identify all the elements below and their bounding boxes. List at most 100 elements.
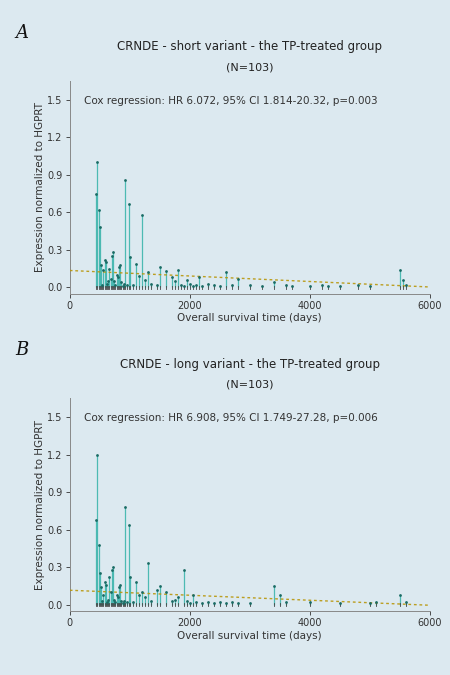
Point xyxy=(204,597,212,608)
Point xyxy=(168,272,176,283)
Point xyxy=(270,277,277,288)
Point xyxy=(324,281,331,292)
Point xyxy=(108,250,115,261)
Point xyxy=(210,598,217,609)
Point xyxy=(153,279,160,290)
Point xyxy=(96,568,104,578)
Point xyxy=(104,278,111,289)
Point xyxy=(318,279,325,290)
Point xyxy=(114,592,122,603)
Point xyxy=(109,562,117,572)
Point xyxy=(123,279,130,290)
Point xyxy=(396,589,403,600)
Point xyxy=(174,265,181,275)
Point xyxy=(228,279,235,290)
Point xyxy=(171,275,178,286)
Point xyxy=(122,502,129,512)
Point xyxy=(111,275,118,286)
Point xyxy=(99,279,106,290)
Point xyxy=(132,576,140,587)
Point xyxy=(95,539,102,550)
Point xyxy=(144,267,151,278)
Y-axis label: Expression normalized to HGPRT: Expression normalized to HGPRT xyxy=(35,103,45,272)
Point xyxy=(94,449,101,460)
Point xyxy=(135,589,142,600)
Point xyxy=(156,262,163,273)
Point xyxy=(180,564,187,575)
Point xyxy=(198,281,205,292)
Point xyxy=(132,259,140,269)
Point xyxy=(192,279,199,290)
Point xyxy=(120,595,127,606)
Point xyxy=(246,598,253,609)
Point xyxy=(336,281,343,292)
Point xyxy=(113,589,120,600)
Point xyxy=(113,269,120,280)
Point xyxy=(288,281,295,292)
Point xyxy=(125,198,132,209)
Point xyxy=(102,579,109,590)
Point xyxy=(282,597,289,608)
Point xyxy=(177,279,184,290)
Point xyxy=(183,275,190,286)
Point xyxy=(189,589,196,600)
Text: CRNDE - long variant - the TP-treated group: CRNDE - long variant - the TP-treated gr… xyxy=(120,358,380,371)
Point xyxy=(111,594,118,605)
X-axis label: Overall survival time (days): Overall survival time (days) xyxy=(177,630,322,641)
Point xyxy=(119,598,126,609)
Point xyxy=(92,514,99,525)
Point xyxy=(100,589,107,600)
Point xyxy=(147,595,154,606)
Point xyxy=(141,592,149,603)
Point xyxy=(186,278,194,289)
Point xyxy=(198,598,205,609)
Point xyxy=(399,275,406,286)
Point xyxy=(234,273,241,284)
Point xyxy=(222,598,230,609)
Point xyxy=(94,157,101,167)
Point xyxy=(107,587,114,597)
Point xyxy=(396,265,403,275)
Point xyxy=(210,279,217,290)
Point xyxy=(135,271,142,281)
Text: (N=103): (N=103) xyxy=(226,63,274,72)
Point xyxy=(100,265,107,275)
Point xyxy=(123,597,130,608)
Point xyxy=(168,595,176,606)
Text: (N=103): (N=103) xyxy=(226,380,274,389)
Point xyxy=(144,558,151,569)
Point xyxy=(95,205,102,215)
Point xyxy=(120,278,127,289)
Point xyxy=(195,272,203,283)
Y-axis label: Expression normalized to HGPRT: Expression normalized to HGPRT xyxy=(35,420,45,589)
Point xyxy=(118,595,125,606)
Point xyxy=(108,564,115,575)
Point xyxy=(366,281,373,292)
Point xyxy=(222,267,230,278)
Point xyxy=(270,580,277,591)
Point xyxy=(141,275,149,286)
Point xyxy=(216,281,223,292)
Point xyxy=(228,597,235,608)
Point xyxy=(180,281,187,292)
Point xyxy=(97,582,104,593)
Point xyxy=(282,279,289,290)
Point xyxy=(138,209,145,220)
Point xyxy=(372,597,379,608)
Point xyxy=(125,519,132,530)
Point xyxy=(162,587,169,597)
Point xyxy=(336,598,343,609)
Point xyxy=(402,279,410,290)
Point xyxy=(106,572,113,583)
Point xyxy=(258,281,265,292)
Point xyxy=(216,597,223,608)
Point xyxy=(306,597,313,608)
Point xyxy=(174,592,181,603)
Point xyxy=(104,275,112,286)
Text: Cox regression: HR 6.072, 95% CI 1.814-20.32, p=0.003: Cox regression: HR 6.072, 95% CI 1.814-2… xyxy=(84,96,378,106)
Point xyxy=(171,594,178,605)
Point xyxy=(147,278,154,289)
Point xyxy=(104,594,112,605)
Point xyxy=(92,188,99,199)
Text: A: A xyxy=(16,24,29,42)
